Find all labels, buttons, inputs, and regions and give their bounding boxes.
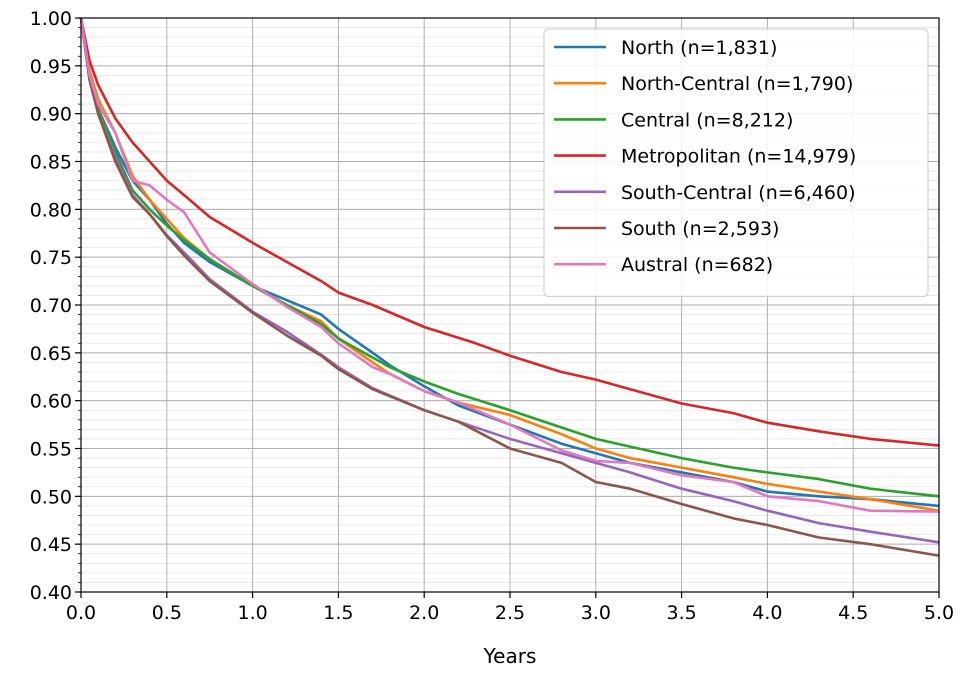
legend-label: North (n=1,831)	[621, 37, 777, 59]
y-tick-label: 0.40	[30, 582, 72, 604]
x-tick-label: 1.0	[237, 602, 267, 624]
x-tick-label: 2.0	[409, 602, 439, 624]
x-axis-label: Years	[483, 644, 537, 668]
series-line	[79, 17, 940, 498]
x-tick-label: 0.0	[66, 602, 96, 624]
y-tick-label: 0.75	[30, 247, 72, 269]
x-tick-label: 5.0	[924, 602, 954, 624]
x-tick-label: 0.5	[152, 602, 182, 624]
y-tick-label: 0.85	[30, 152, 72, 174]
x-tick-label: 2.5	[495, 602, 525, 624]
series-line	[79, 17, 940, 512]
legend-label: South-Central (n=6,460)	[621, 182, 855, 204]
y-tick-label: 0.80	[30, 199, 72, 221]
y-tick-label: 0.55	[30, 439, 72, 461]
legend-label: Metropolitan (n=14,979)	[621, 146, 856, 168]
legend-label: North-Central (n=1,790)	[621, 73, 853, 95]
series-layer	[79, 17, 940, 557]
x-tick-label: 3.5	[666, 602, 696, 624]
x-axis-ticks: 0.0 0.5 1.0 1.5 2.0 2.5 3.0 3.5 4.0 4.5 5.0	[66, 592, 954, 624]
y-tick-label: 0.70	[30, 295, 72, 317]
series-line	[79, 17, 940, 447]
legend-label: Central (n=8,212)	[621, 109, 793, 131]
y-tick-label: 0.65	[30, 343, 72, 365]
legend: North (n=1,831) North-Central (n=1,790) Ce…	[543, 28, 929, 297]
legend-box	[543, 28, 929, 297]
y-tick-label: 0.60	[30, 391, 72, 413]
series-line	[79, 17, 940, 513]
x-tick-label: 3.0	[581, 602, 611, 624]
legend-label: South (n=2,593)	[621, 218, 779, 240]
series-line	[79, 17, 940, 557]
x-tick-label: 4.5	[838, 602, 868, 624]
y-tick-label: 1.00	[30, 8, 72, 30]
x-tick-label: 1.5	[323, 602, 353, 624]
y-tick-label: 0.90	[30, 104, 72, 126]
y-tick-label: 0.95	[30, 56, 72, 78]
y-tick-label: 0.45	[30, 534, 72, 556]
y-axis-ticks: 0.40 0.45 0.50 0.55 0.60 0.65 0.70 0.75 0.80 0.85…	[30, 8, 81, 604]
y-tick-label: 0.50	[30, 486, 72, 508]
legend-label: Austral (n=682)	[621, 254, 773, 276]
x-tick-label: 4.0	[752, 602, 782, 624]
